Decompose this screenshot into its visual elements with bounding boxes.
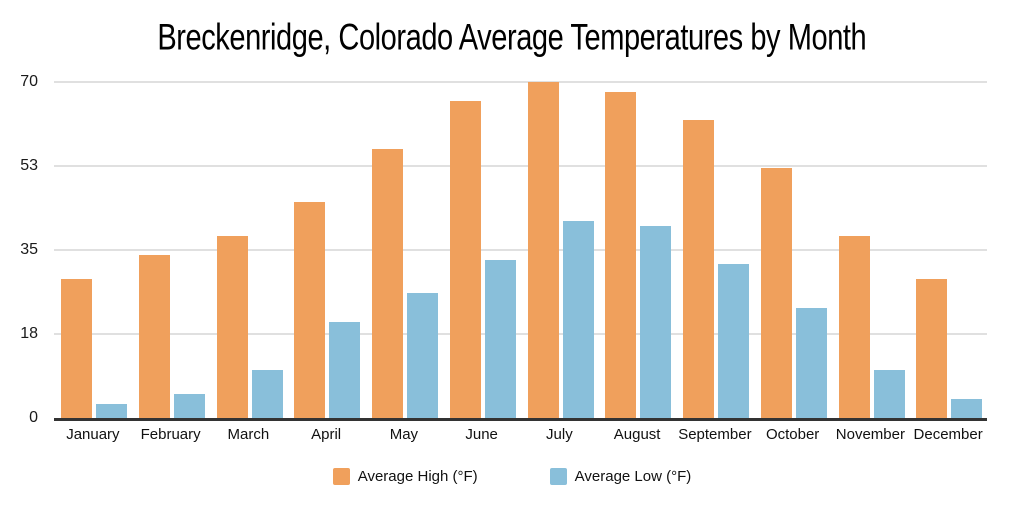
legend-swatch-low [549, 468, 567, 485]
bar-high-january [61, 278, 92, 418]
bar-high-july [527, 82, 559, 418]
y-tick-label-0: 0 [29, 409, 38, 426]
x-tick-label-january: January [66, 426, 120, 443]
gridline-18 [54, 333, 987, 335]
x-tick-label-december: December [913, 426, 983, 443]
bar-group-september [676, 82, 754, 418]
x-tick-label-june: June [465, 426, 498, 443]
bar-low-september [718, 264, 749, 418]
bar-low-november [873, 370, 905, 418]
bar-high-april [294, 202, 326, 418]
gridline-35 [54, 249, 987, 251]
bar-group-january [54, 82, 132, 418]
legend-label: Average High (°F) [357, 468, 478, 485]
bar-group-october [754, 82, 832, 418]
bar-low-october [795, 307, 827, 418]
bar-high-march [216, 235, 248, 418]
bar-high-october [760, 168, 792, 418]
x-tick-label-july: July [546, 426, 573, 443]
bar-group-november [832, 82, 910, 418]
x-tick-label-april: April [311, 426, 342, 443]
y-axis-labels: 70 53 35 18 0 [0, 73, 40, 426]
bar-high-february [138, 254, 170, 418]
legend-item-average-high: Average High (°F) [332, 468, 478, 485]
bar-group-december [909, 82, 987, 418]
x-tick-label-may: May [389, 426, 419, 443]
x-tick-label-august: August [613, 426, 661, 443]
bar-group-august [598, 82, 676, 418]
gridline-53 [54, 165, 987, 167]
legend-label: Average Low (°F) [574, 468, 692, 485]
bar-group-may [365, 82, 443, 418]
legend-item-average-low: Average Low (°F) [549, 468, 692, 485]
x-axis-labels: January February March April May June July Augu… [54, 426, 987, 448]
x-tick-label-march: March [227, 426, 270, 443]
bar-low-january [96, 403, 127, 418]
bar-group-june [443, 82, 521, 418]
bar-low-august [640, 226, 672, 418]
bar-high-november [838, 235, 870, 418]
bar-low-december [951, 398, 983, 418]
y-tick-label-70: 70 [20, 73, 38, 90]
bar-low-march [251, 370, 283, 418]
x-tick-label-november: November [835, 426, 905, 443]
x-tick-label-september: September [678, 426, 752, 443]
bar-high-september [683, 120, 714, 418]
x-tick-label-october: October [765, 426, 820, 443]
y-tick-label-53: 53 [20, 157, 38, 174]
bar-high-june [449, 101, 481, 418]
bar-low-may [407, 293, 438, 418]
bar-group-april [287, 82, 365, 418]
bar-group-july [521, 82, 599, 418]
x-tick-label-february: February [140, 426, 201, 443]
gridline-70 [54, 81, 987, 83]
bar-low-june [484, 259, 516, 418]
bar-high-may [372, 149, 403, 418]
chart-title: Breckenridge, Colorado Average Temperatu… [157, 15, 867, 58]
legend-swatch-high [332, 468, 350, 485]
bar-group-march [210, 82, 288, 418]
bar-high-august [605, 91, 637, 418]
y-tick-label-35: 35 [20, 241, 38, 258]
bar-low-february [173, 394, 205, 418]
plot-area [54, 81, 987, 421]
bar-high-december [916, 278, 948, 418]
bar-low-april [329, 322, 361, 418]
y-tick-label-18: 18 [20, 325, 38, 342]
bar-group-february [132, 82, 210, 418]
chart-title-row: Breckenridge, Colorado Average Temperatu… [0, 15, 1024, 58]
legend: Average High (°F) Average Low (°F) [0, 468, 1024, 485]
bar-low-july [562, 221, 594, 418]
